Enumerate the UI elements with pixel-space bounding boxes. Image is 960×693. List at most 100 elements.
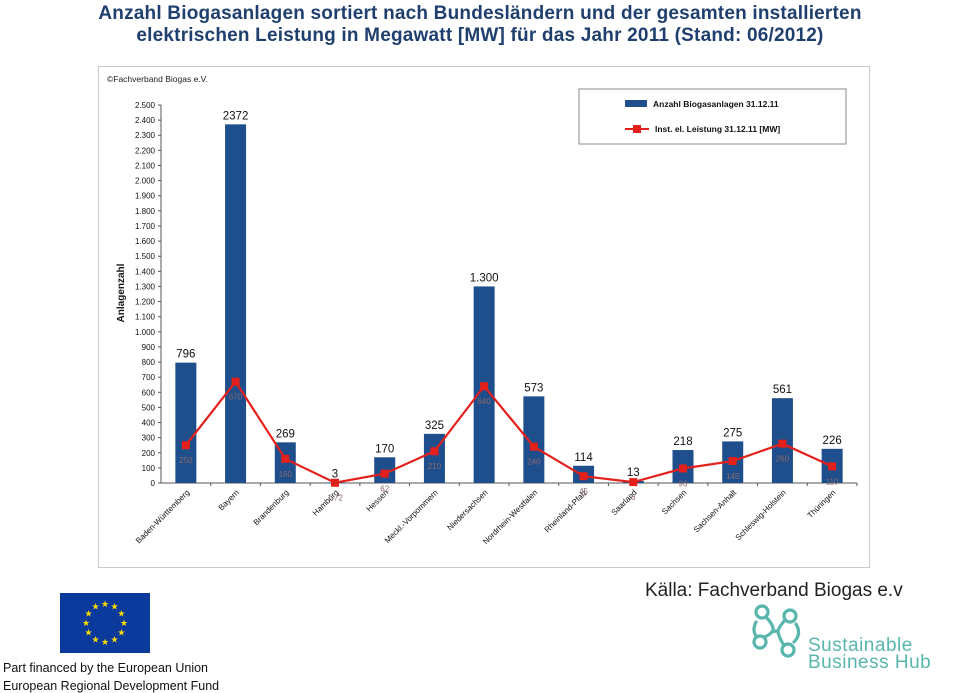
biogas-chart: ©Fachverband Biogas e.V. 0 100 200 300 400 500…	[107, 74, 858, 546]
line-point-marker	[529, 442, 538, 451]
bar-data-label: 275	[723, 427, 742, 439]
copyright-text: ©Fachverband Biogas e.V.	[107, 74, 208, 84]
eu-star-icon: ★	[91, 634, 99, 644]
y-tick-label: 1.300	[135, 282, 156, 291]
x-category-label: Brandenburg	[252, 488, 291, 527]
bar-data-label: 218	[673, 436, 692, 448]
y-tick-label: 1.700	[135, 222, 156, 231]
bar-data-label: 573	[524, 382, 543, 394]
line-data-label: 1,72	[327, 494, 343, 503]
y-tick-label: 2.300	[135, 131, 156, 140]
line-point-marker	[579, 472, 588, 481]
eu-financed-text: Part financed by the European Union	[3, 661, 208, 675]
y-tick-label: 400	[142, 419, 156, 428]
y-tick-label: 2.100	[135, 161, 156, 170]
eu-fund-text: European Regional Development Fund	[3, 679, 220, 693]
y-tick-label: 2.400	[135, 116, 156, 125]
bar-data-label: 13	[627, 467, 640, 479]
bar-data-label: 2372	[223, 110, 249, 122]
bar-data-label: 226	[823, 435, 842, 447]
chart-frame: ©Fachverband Biogas e.V. 0 100 200 300 400 500…	[98, 66, 870, 568]
legend-box	[578, 88, 847, 145]
y-tick-label: 1.400	[135, 267, 156, 276]
legend-line-marker	[633, 125, 641, 133]
line-data-label: 210	[428, 462, 442, 471]
x-category-label: Bayern	[217, 488, 241, 512]
eu-star-icon: ★	[110, 602, 118, 612]
line-point-marker	[380, 469, 389, 478]
bar-data-label: 114	[574, 452, 593, 464]
y-tick-label: 600	[142, 388, 156, 397]
y-tick-label: 500	[142, 403, 156, 412]
chart-title-line1: Anzahl Biogasanlagen sortiert nach Bunde…	[98, 3, 862, 24]
x-category-label: Sachsen-Anhalt	[692, 488, 739, 535]
y-tick-label: 2.200	[135, 146, 156, 155]
sustainable-business-hub-logo-icon	[752, 604, 801, 658]
line-point-marker	[480, 382, 489, 391]
bar-data-label: 170	[375, 443, 394, 455]
line-point-marker	[430, 447, 439, 456]
line-point-marker	[331, 478, 339, 487]
x-category-label: Niedersachsen	[445, 488, 489, 532]
line-point-marker	[629, 478, 638, 487]
x-category-label: Sachsen	[660, 488, 688, 516]
line-data-label: 110	[826, 477, 839, 486]
x-category-label: Nordrhein-Westfalen	[481, 488, 539, 546]
bar-data-label: 796	[176, 349, 195, 361]
y-tick-label: 1.100	[135, 313, 156, 322]
y-tick-label: 700	[142, 373, 156, 382]
bar	[175, 362, 197, 483]
eu-star-icon: ★	[101, 637, 109, 647]
line-point-marker	[679, 464, 687, 473]
eu-star-icon: ★	[120, 618, 128, 628]
y-tick-label: 100	[142, 464, 156, 473]
line-data-label: 670	[229, 393, 243, 402]
legend-bar-label: Anzahl Biogasanlagen 31.12.11	[653, 99, 779, 109]
y-tick-label: 1.800	[135, 207, 156, 216]
y-tick-label: 300	[142, 434, 156, 443]
y-axis-label: Anlagenzahl	[116, 263, 127, 322]
line-data-label: 62	[380, 485, 389, 494]
line-point-marker	[828, 462, 837, 471]
logo-text-line2: Business Hub	[808, 652, 932, 673]
y-tick-label: 900	[142, 343, 156, 352]
line-data-label: 45	[579, 487, 588, 496]
line-data-label: 260	[776, 455, 790, 464]
bar	[523, 396, 545, 483]
line-data-label: 96	[679, 479, 688, 488]
line-data-label: 250	[179, 456, 193, 465]
bar-data-label: 1.300	[470, 272, 499, 284]
x-category-label: Hamburg	[311, 488, 341, 518]
x-category-label: Schleswig-Holstein	[734, 488, 788, 542]
line-data-label: 6	[631, 493, 636, 502]
y-tick-label: 200	[142, 449, 156, 458]
eu-star-icon: ★	[117, 628, 125, 638]
y-tick-label: 1.000	[135, 328, 156, 337]
chart-title-line2: elektrischen Leistung in Megawatt [MW] f…	[136, 25, 824, 46]
y-tick-label: 1.500	[135, 252, 156, 261]
eu-star-icon: ★	[85, 628, 93, 638]
line-point-marker	[728, 457, 737, 466]
bar-data-label: 3	[332, 469, 338, 481]
y-tick-label: 800	[142, 358, 156, 367]
bar-data-label: 325	[425, 420, 444, 432]
legend-line-label: Inst. el. Leistung 31.12.11 [MW]	[655, 124, 780, 134]
bar	[225, 124, 247, 483]
eu-star-icon: ★	[85, 609, 93, 619]
line-point-marker	[281, 454, 290, 463]
line-point-marker	[778, 439, 787, 448]
eu-star-icon: ★	[82, 618, 90, 628]
legend-bar-swatch	[625, 100, 647, 107]
x-category-label: Meckl.-Vorpommern	[383, 488, 440, 545]
y-tick-label: 1.900	[135, 192, 156, 201]
x-category-label: Baden-Württemberg	[134, 488, 191, 545]
y-tick-label: 0	[151, 479, 156, 488]
y-tick-label: 2.500	[135, 101, 156, 110]
source-caption: Källa: Fachverband Biogas e.v	[645, 580, 903, 601]
eu-star-icon: ★	[110, 634, 118, 644]
eu-star-icon: ★	[91, 602, 99, 612]
line-data-label: 640	[477, 397, 491, 406]
line-data-label: 145	[726, 472, 740, 481]
eu-star-icon: ★	[101, 599, 109, 609]
eu-flag-icon: ★ ★ ★ ★ ★ ★ ★ ★ ★ ★ ★ ★	[60, 593, 150, 653]
